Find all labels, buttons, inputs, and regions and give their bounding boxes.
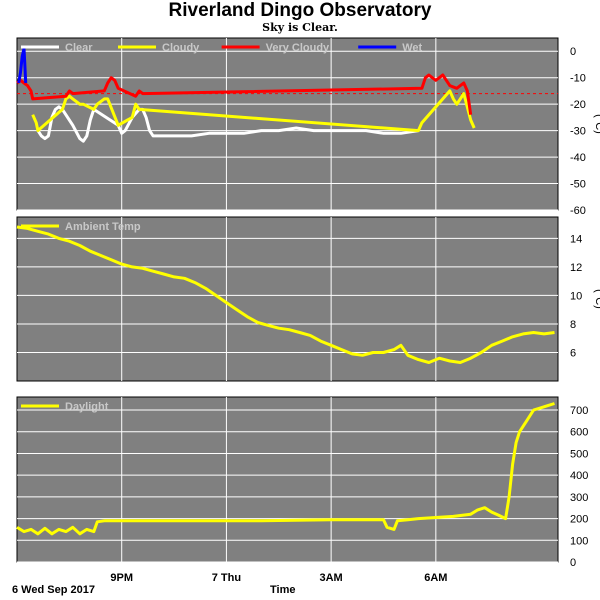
legend-label: Cloudy bbox=[162, 42, 200, 54]
legend-label: Wet bbox=[402, 42, 422, 54]
legend-label: Daylight bbox=[65, 401, 109, 413]
y-tick-label: 10 bbox=[570, 290, 582, 302]
y-tick-label: -30 bbox=[570, 126, 586, 138]
panel-2 bbox=[16, 216, 559, 382]
y-tick-label: -60 bbox=[570, 205, 586, 217]
y-tick-label: 6 bbox=[570, 347, 576, 359]
y-tick-label: 500 bbox=[570, 448, 588, 460]
sky-status: Sky is Clear. bbox=[262, 21, 338, 34]
series-ambient-temp bbox=[16, 225, 555, 364]
y-tick-label: 300 bbox=[570, 492, 588, 504]
y-tick-label: 14 bbox=[570, 233, 582, 245]
panel-3 bbox=[16, 396, 559, 563]
x-axis-title: Time bbox=[270, 584, 296, 596]
legend-label: Very Cloudy bbox=[266, 42, 330, 54]
x-tick-label: 3AM bbox=[320, 572, 343, 584]
legend-label: Clear bbox=[65, 42, 93, 54]
y-tick-label: 400 bbox=[570, 470, 588, 482]
date-label: 6 Wed Sep 2017 bbox=[12, 584, 95, 596]
series-wet bbox=[17, 47, 28, 84]
page-title: Riverland Dingo Observatory bbox=[168, 0, 432, 21]
x-tick-label: 9PM bbox=[110, 572, 133, 584]
y-axis-label: (°C) bbox=[593, 114, 600, 134]
x-tick-label: 6AM bbox=[424, 572, 447, 584]
panel-1 bbox=[16, 37, 559, 211]
y-tick-label: -50 bbox=[570, 179, 586, 191]
series-cloudy bbox=[31, 89, 476, 133]
y-tick-label: 8 bbox=[570, 319, 576, 331]
y-tick-label: -10 bbox=[570, 73, 586, 85]
x-tick-label: 7 Thu bbox=[212, 572, 241, 584]
y-tick-label: 12 bbox=[570, 262, 582, 274]
series-daylight bbox=[16, 402, 555, 536]
y-tick-label: -20 bbox=[570, 99, 586, 111]
y-tick-label: 100 bbox=[570, 535, 588, 547]
y-tick-label: 600 bbox=[570, 427, 588, 439]
series-very-cloudy bbox=[16, 73, 473, 115]
y-tick-label: 200 bbox=[570, 514, 588, 526]
y-tick-label: 0 bbox=[570, 557, 576, 569]
y-tick-label: -40 bbox=[570, 152, 586, 164]
y-tick-label: 0 bbox=[570, 46, 576, 58]
y-axis-label: (°C) bbox=[593, 289, 600, 309]
legend-label: Ambient Temp bbox=[65, 221, 141, 233]
y-tick-label: 700 bbox=[570, 405, 588, 417]
